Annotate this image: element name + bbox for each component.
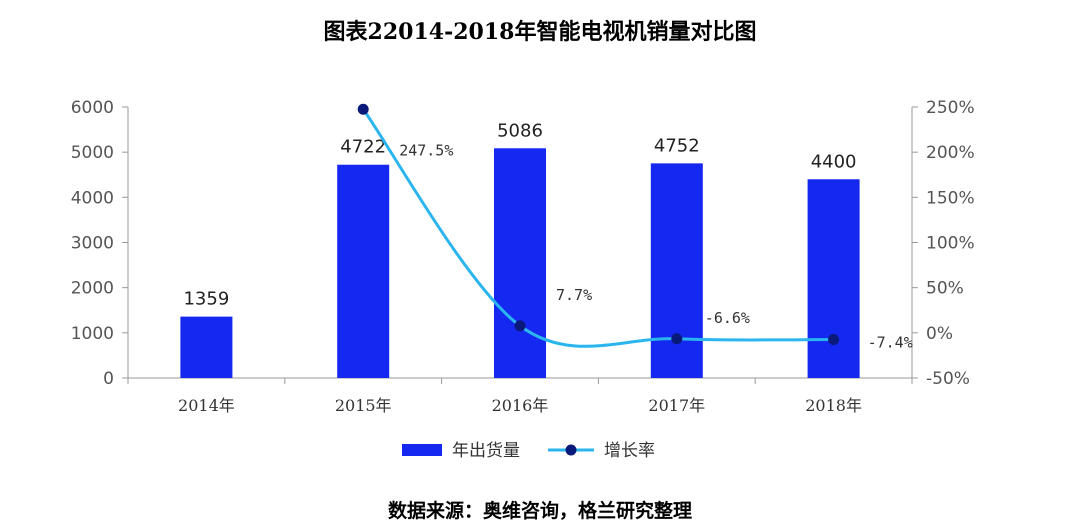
chart-title: 图表22014-2018年智能电视机销量对比图 <box>323 19 757 45</box>
growth-rate-line <box>361 108 834 348</box>
rate-marker <box>357 103 369 115</box>
right-tick-label: 0% <box>926 324 953 344</box>
bar <box>807 179 860 378</box>
rate-value-label: 247.5% <box>399 141 453 159</box>
line-series: 247.5% 7.7% -6.6% -7.4% <box>357 103 913 352</box>
x-tick-label: 2017年 <box>648 396 705 415</box>
x-tick-label: 2018年 <box>805 396 862 415</box>
x-tick-label: 2016年 <box>492 396 549 415</box>
right-tick-label: 50% <box>926 279 964 299</box>
rate-value-label: 7.7% <box>556 286 592 304</box>
right-tick-label: 100% <box>926 234 975 254</box>
legend-line-marker <box>565 444 577 456</box>
right-tick-label: 200% <box>926 143 975 163</box>
left-tick-label: 4000 <box>71 188 114 208</box>
bar-value-label: 4722 <box>340 137 386 158</box>
left-tick-label: 0 <box>103 369 114 389</box>
combo-chart: 0 1000 2000 3000 4000 5000 6000 -50% 0% 50% 100% 1… <box>71 98 975 461</box>
legend-bar-label: 年出货量 <box>452 441 520 461</box>
left-y-axis: 0 1000 2000 3000 4000 5000 6000 <box>71 98 129 389</box>
bar-value-label: 1359 <box>183 289 229 310</box>
rate-marker <box>671 333 683 345</box>
rate-marker <box>828 334 840 346</box>
right-tick-label: 250% <box>926 98 975 118</box>
x-axis: 2014年 2015年 2016年 2017年 2018年 <box>127 377 913 415</box>
left-tick-label: 1000 <box>71 324 114 344</box>
bar <box>180 316 233 378</box>
right-y-axis: -50% 0% 50% 100% 150% 200% 250% <box>911 98 975 389</box>
legend-line-label: 增长率 <box>604 441 655 461</box>
legend: 年出货量 增长率 <box>402 441 655 461</box>
bar-value-label: 4752 <box>654 135 700 156</box>
left-tick-label: 2000 <box>71 279 114 299</box>
bar-series: 1359 4722 5086 4752 4400 <box>180 120 860 378</box>
left-tick-label: 5000 <box>71 143 114 163</box>
bar <box>494 148 546 378</box>
bar-value-label: 5086 <box>497 120 543 141</box>
bar-value-label: 4400 <box>811 151 857 172</box>
rate-value-label: -7.4% <box>868 334 913 352</box>
right-tick-label: 150% <box>926 188 975 208</box>
bar <box>337 164 390 378</box>
x-tick-label: 2014年 <box>178 396 235 415</box>
left-tick-label: 3000 <box>71 234 114 254</box>
right-tick-label: -50% <box>926 369 970 389</box>
left-tick-label: 6000 <box>71 98 114 118</box>
legend-bar-swatch <box>402 444 442 456</box>
x-tick-label: 2015年 <box>335 396 392 415</box>
bar <box>650 163 703 378</box>
source-note: 数据来源：奥维咨询，格兰研究整理 <box>387 500 692 522</box>
rate-marker <box>514 320 526 332</box>
rate-value-label: -6.6% <box>705 309 750 327</box>
